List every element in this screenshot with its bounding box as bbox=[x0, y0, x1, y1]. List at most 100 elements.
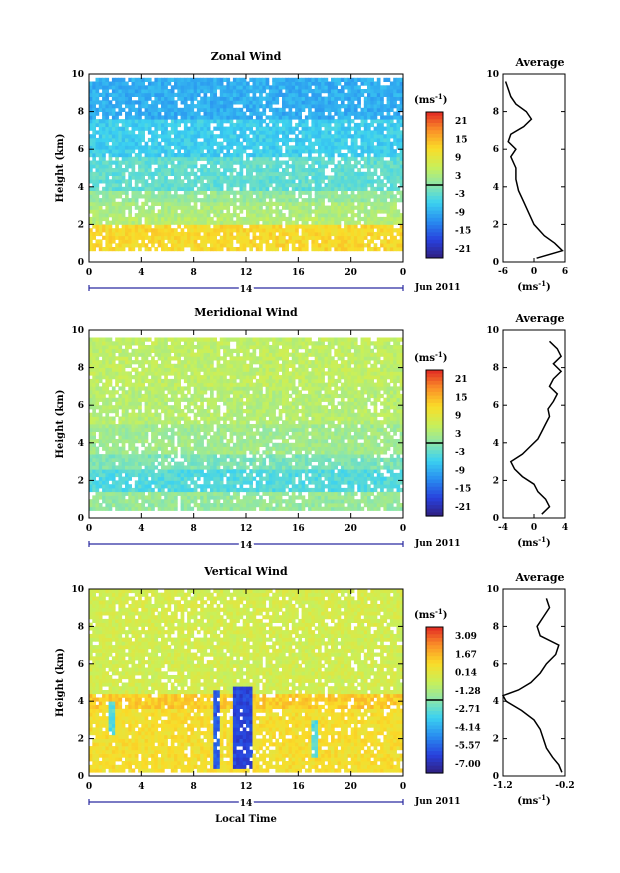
heatmap-cell bbox=[147, 491, 152, 496]
heatmap-cell bbox=[314, 220, 319, 225]
heatmap-cell bbox=[147, 81, 152, 86]
heatmap-cell bbox=[301, 130, 306, 135]
heatmap-cell bbox=[383, 194, 388, 199]
heatmap-cell bbox=[164, 491, 168, 496]
heatmap-cell bbox=[216, 224, 221, 229]
heatmap-cell bbox=[105, 111, 110, 116]
heatmap-cell bbox=[121, 107, 126, 112]
heatmap-cell bbox=[278, 201, 283, 206]
heatmap-cell bbox=[327, 107, 332, 112]
heatmap-cell bbox=[108, 360, 113, 365]
heatmap-cell bbox=[102, 100, 106, 105]
heatmap-cell bbox=[246, 134, 250, 139]
heatmap-cell bbox=[121, 85, 126, 90]
heatmap-cell bbox=[347, 198, 352, 203]
heatmap-cell bbox=[357, 111, 361, 116]
heatmap-cell bbox=[389, 104, 394, 109]
heatmap-cell bbox=[115, 137, 119, 143]
heatmap-cell bbox=[147, 156, 152, 161]
heatmap-cell bbox=[210, 239, 214, 244]
heatmap-cell bbox=[196, 175, 201, 180]
heatmap-cell bbox=[203, 130, 208, 135]
heatmap-cell bbox=[200, 141, 204, 146]
heatmap-cell bbox=[141, 469, 145, 474]
heatmap-cell bbox=[89, 427, 93, 432]
heatmap-cell bbox=[242, 247, 247, 252]
colorbar-segment bbox=[426, 159, 443, 164]
date-marker: 14 bbox=[240, 285, 253, 295]
heatmap-cell bbox=[282, 198, 286, 203]
heatmap-cell bbox=[308, 201, 312, 206]
heatmap-cell bbox=[285, 183, 289, 188]
heatmap-cell bbox=[144, 186, 149, 191]
colorbar-segment bbox=[426, 141, 443, 146]
heatmap-cell bbox=[353, 141, 358, 146]
heatmap-cell bbox=[242, 119, 247, 124]
heatmap-cell bbox=[210, 179, 214, 184]
heatmap-cell bbox=[151, 89, 155, 94]
heatmap-cell bbox=[121, 450, 126, 455]
heatmap-cell bbox=[386, 100, 391, 105]
heatmap-cell bbox=[213, 81, 217, 86]
heatmap-cell bbox=[389, 224, 394, 229]
heatmap-cell bbox=[147, 499, 152, 504]
heatmap-cell bbox=[108, 160, 113, 165]
heatmap-cell bbox=[347, 205, 352, 210]
heatmap-cell bbox=[125, 401, 129, 406]
heatmap-cell bbox=[108, 378, 113, 384]
heatmap-cell bbox=[367, 164, 371, 169]
heatmap-cell bbox=[246, 179, 250, 184]
heatmap-cell bbox=[291, 153, 296, 158]
heatmap-cell bbox=[383, 228, 388, 233]
heatmap-cell bbox=[92, 454, 96, 459]
heatmap-cell bbox=[151, 119, 155, 124]
heatmap-cell bbox=[318, 130, 322, 135]
heatmap-cell bbox=[219, 130, 224, 135]
heatmap-cell bbox=[376, 205, 381, 210]
heatmap-cell bbox=[102, 186, 106, 191]
heatmap-cell bbox=[134, 156, 139, 161]
heatmap-cell bbox=[151, 153, 155, 158]
heatmap-cell bbox=[131, 137, 136, 143]
heatmap-cell bbox=[125, 472, 129, 478]
heatmap-cell bbox=[183, 92, 188, 97]
profile-y-tick-label: 0 bbox=[493, 258, 499, 268]
heatmap-cell bbox=[105, 115, 110, 120]
heatmap-cell bbox=[321, 213, 325, 218]
heatmap-cell bbox=[164, 160, 168, 165]
heatmap-cell bbox=[246, 156, 250, 161]
heatmap-cell bbox=[89, 393, 93, 399]
heatmap-cell bbox=[102, 77, 106, 82]
heatmap-cell bbox=[98, 134, 103, 139]
heatmap-cell bbox=[177, 119, 181, 124]
heatmap-cell bbox=[259, 179, 263, 184]
heatmap-cell bbox=[311, 247, 316, 252]
heatmap-cell bbox=[151, 175, 155, 180]
colorbar-segment bbox=[426, 137, 443, 142]
heatmap-cell bbox=[161, 134, 165, 139]
heatmap-cell bbox=[367, 153, 371, 158]
heatmap-cell bbox=[92, 360, 96, 365]
heatmap-cell bbox=[278, 243, 283, 248]
heatmap-cell bbox=[105, 416, 110, 421]
heatmap-cell bbox=[373, 235, 378, 240]
colorbar-segment bbox=[426, 188, 443, 193]
heatmap-cell bbox=[144, 506, 149, 511]
heatmap-cell bbox=[360, 216, 365, 222]
colorbar-tick-label: 3 bbox=[455, 172, 461, 182]
heatmap-cell bbox=[249, 209, 253, 214]
heatmap-cell bbox=[134, 111, 139, 116]
heatmap-cell bbox=[180, 141, 185, 146]
heatmap-cell bbox=[157, 412, 162, 417]
heatmap-cell bbox=[272, 160, 276, 165]
heatmap-cell bbox=[134, 386, 139, 391]
heatmap-cell bbox=[125, 405, 129, 410]
colorbar-segment bbox=[426, 247, 443, 252]
heatmap-cell bbox=[386, 107, 391, 112]
heatmap-cell bbox=[121, 239, 126, 244]
heatmap-cell bbox=[154, 405, 159, 410]
heatmap-cell bbox=[314, 235, 319, 240]
heatmap-cell bbox=[259, 137, 263, 143]
profile-x-tick-label: 6 bbox=[562, 267, 568, 277]
heatmap-cell bbox=[370, 85, 374, 90]
